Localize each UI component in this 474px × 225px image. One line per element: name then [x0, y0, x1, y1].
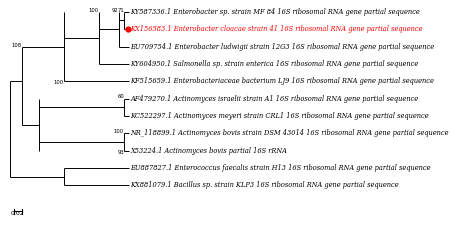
- Text: NR_118899.1 Actinomyces bovis strain DSM 43014 16S ribosomal RNA gene partial se: NR_118899.1 Actinomyces bovis strain DSM…: [130, 129, 449, 137]
- Text: EU709754.1 Enterobacter ludwigii strain 12G3 16S ribosomal RNA gene partial sequ: EU709754.1 Enterobacter ludwigii strain …: [130, 43, 435, 51]
- Text: 60: 60: [117, 94, 124, 99]
- Text: AF479270.1 Actinomyces israelii strain A1 16S ribosomal RNA gene partial sequenc: AF479270.1 Actinomyces israelii strain A…: [130, 94, 419, 103]
- Text: 0.02: 0.02: [11, 211, 25, 216]
- Text: 100: 100: [114, 129, 124, 134]
- Text: KX881079.1 Bacillus sp. strain KLP3 16S ribosomal RNA gene partial sequence: KX881079.1 Bacillus sp. strain KLP3 16S …: [130, 181, 399, 189]
- Text: X53224.1 Actinomyces bovis partial 16S rRNA: X53224.1 Actinomyces bovis partial 16S r…: [130, 147, 287, 155]
- Text: 92: 92: [111, 8, 118, 13]
- Text: KF515659.1 Enterobacteriaceae bacterium LJ9 16S ribosomal RNA gene partial seque: KF515659.1 Enterobacteriaceae bacterium …: [130, 77, 434, 85]
- Text: KY587336.1 Enterobacter sp. strain MF 84 16S ribosomal RNA gene partial sequence: KY587336.1 Enterobacter sp. strain MF 84…: [130, 8, 420, 16]
- Text: 100: 100: [89, 8, 99, 13]
- Text: KY604950.1 Salmonella sp. strain enterica 16S ribosomal RNA gene partial sequenc: KY604950.1 Salmonella sp. strain enteric…: [130, 60, 419, 68]
- Text: 108: 108: [12, 43, 22, 48]
- Text: 93: 93: [117, 150, 124, 155]
- Text: 71: 71: [117, 8, 124, 13]
- Text: EU887827.1 Enterococcus faecalis strain H13 16S ribosomal RNA gene partial seque: EU887827.1 Enterococcus faecalis strain …: [130, 164, 431, 172]
- Text: KX156583.1 Enterobacter cloacae strain 41 16S ribosomal RNA gene partial sequenc: KX156583.1 Enterobacter cloacae strain 4…: [130, 25, 423, 33]
- Text: 100: 100: [54, 80, 64, 85]
- Text: KC522297.1 Actinomyces meyeri strain CRL1 16S ribosomal RNA gene partial sequenc: KC522297.1 Actinomyces meyeri strain CRL…: [130, 112, 429, 120]
